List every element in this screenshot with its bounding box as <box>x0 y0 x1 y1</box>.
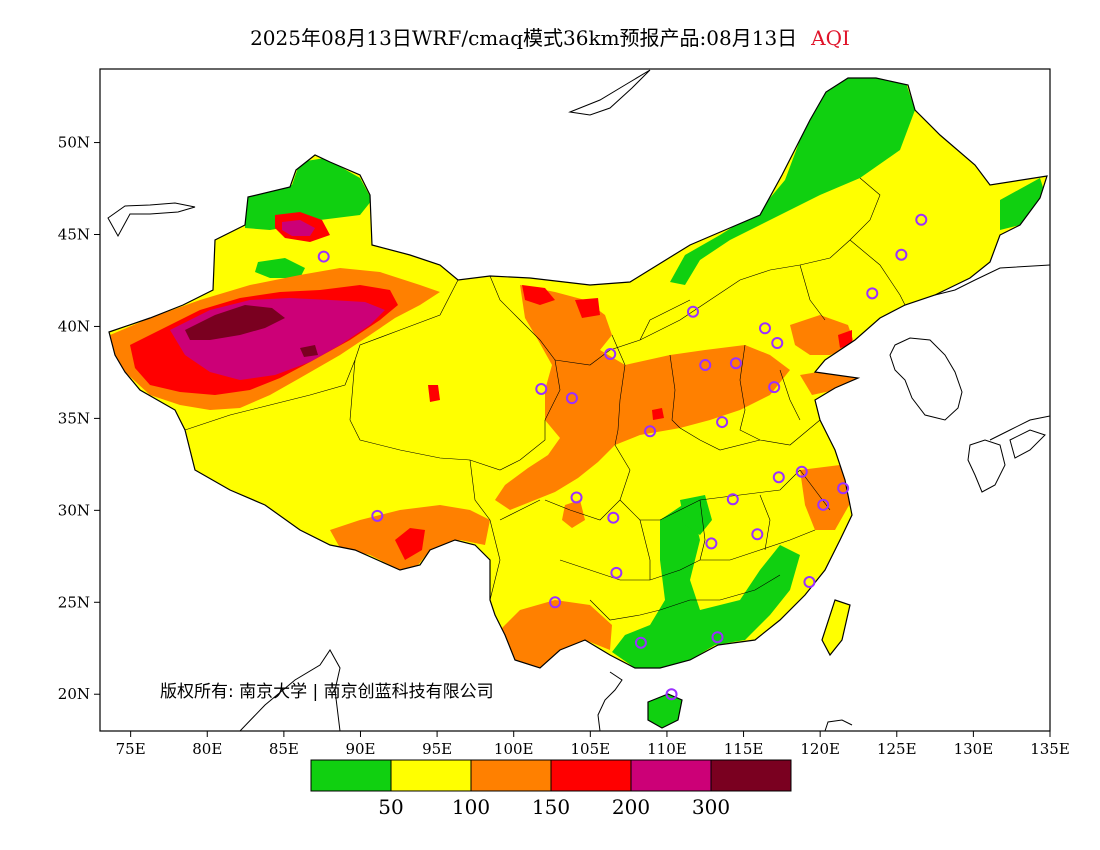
aqi-maroon-spot <box>300 345 318 357</box>
station-marker <box>570 491 583 504</box>
station-marker <box>549 596 562 609</box>
aqi-green-guizhou <box>680 495 712 535</box>
station-markers <box>317 213 928 701</box>
x-tick-label: 120E <box>800 740 840 758</box>
station-marker <box>371 509 384 522</box>
x-tick-label: 95E <box>422 740 452 758</box>
aqi-red-gobi <box>522 285 555 305</box>
station-marker <box>716 416 729 429</box>
station-marker <box>895 248 908 261</box>
aqi-red-qinghai <box>428 385 440 402</box>
legend-swatch <box>310 759 392 792</box>
legend-swatch <box>390 759 472 792</box>
x-tick-label: 130E <box>954 740 994 758</box>
station-marker <box>795 465 808 478</box>
legend-swatch <box>630 759 712 792</box>
legend-label: 150 <box>532 795 570 819</box>
legend-swatch <box>710 759 792 792</box>
x-tick-label: 135E <box>1030 740 1070 758</box>
station-marker <box>759 322 771 335</box>
station-marker <box>866 287 879 300</box>
station-marker <box>644 425 657 438</box>
station-marker <box>565 392 578 405</box>
y-tick-label: 25N <box>58 593 90 611</box>
station-marker <box>729 357 742 370</box>
aqi-green-northeast <box>670 78 915 285</box>
station-marker <box>699 359 712 372</box>
station-marker <box>772 471 785 484</box>
station-marker <box>771 336 784 349</box>
aqi-purple-junggar <box>282 220 315 236</box>
y-tick-label: 35N <box>58 409 90 427</box>
station-marker <box>607 511 620 524</box>
x-tick-label: 75E <box>116 740 146 758</box>
legend-label: 50 <box>378 795 403 819</box>
title-text: 2025年08月13日WRF/cmaq模式36km预报产品:08月13日 <box>250 26 798 50</box>
station-marker <box>817 498 830 511</box>
neighbor-coastlines <box>107 69 1050 731</box>
station-marker <box>705 537 718 550</box>
station-marker <box>803 576 816 589</box>
x-tick-label: 110E <box>647 740 687 758</box>
aqi-green-east-hei <box>1000 178 1047 230</box>
x-tick-label: 85E <box>269 740 299 758</box>
legend-label: 100 <box>452 795 490 819</box>
legend-label: 300 <box>692 795 730 819</box>
title-variable: AQI <box>811 26 850 50</box>
x-tick-label: 80E <box>192 740 222 758</box>
x-tick-label: 125E <box>877 740 917 758</box>
aqi-orange-central <box>495 285 790 510</box>
legend-swatch <box>470 759 552 792</box>
station-marker <box>726 493 739 506</box>
aqi-orange-south-strip <box>500 600 612 668</box>
province-boundaries <box>184 177 906 621</box>
station-marker <box>711 631 724 644</box>
y-tick-label: 40N <box>58 317 90 335</box>
station-marker <box>768 381 781 394</box>
y-axis: 20N 25N 30N 35N 40N 45N 50N <box>58 134 100 703</box>
map-frame <box>99 68 1051 732</box>
y-tick-label: 20N <box>58 685 90 703</box>
legend-label: 200 <box>612 795 650 819</box>
y-tick-label: 45N <box>58 226 90 244</box>
y-tick-label: 30N <box>58 501 90 519</box>
aqi-maroon-tarim <box>185 305 285 340</box>
aqi-orange-bohai <box>790 315 855 355</box>
station-marker <box>317 250 330 263</box>
aqi-red-spot-3 <box>838 330 852 348</box>
station-marker <box>604 348 617 361</box>
aqi-green-tianshan <box>255 258 305 278</box>
station-marker <box>686 305 699 318</box>
aqi-legend: 50 100 150 200 300 <box>310 759 792 819</box>
station-marker <box>915 213 928 226</box>
aqi-red-spot-2 <box>652 408 664 420</box>
x-tick-label: 100E <box>494 740 534 758</box>
y-tick-label: 50N <box>58 134 90 152</box>
x-tick-label: 90E <box>345 740 375 758</box>
legend-swatch <box>550 759 632 792</box>
station-marker <box>665 688 678 701</box>
station-marker <box>837 482 850 495</box>
aqi-red-spot-1 <box>575 298 600 318</box>
aqi-green-altay <box>245 158 372 230</box>
aqi-green-south <box>612 500 800 668</box>
station-marker <box>535 382 548 395</box>
aqi-orange-spot-yunnan <box>562 500 585 528</box>
x-tick-label: 105E <box>571 740 611 758</box>
copyright-text: 版权所有: 南京大学 | 南京创蓝科技有限公司 <box>160 682 494 702</box>
x-tick-label: 115E <box>724 740 764 758</box>
aqi-red-tibet <box>395 528 425 560</box>
station-marker <box>610 566 623 579</box>
aqi-orange-east <box>800 465 852 530</box>
x-axis: 75E 80E 85E 90E 95E 100E 105E 110E 115E 120E 125E 1… <box>116 731 1070 758</box>
china-border <box>108 77 1048 729</box>
station-marker <box>751 528 764 541</box>
map-title: 2025年08月13日WRF/cmaq模式36km预报产品:08月13日 AQI <box>0 22 1100 51</box>
station-marker <box>634 636 647 649</box>
